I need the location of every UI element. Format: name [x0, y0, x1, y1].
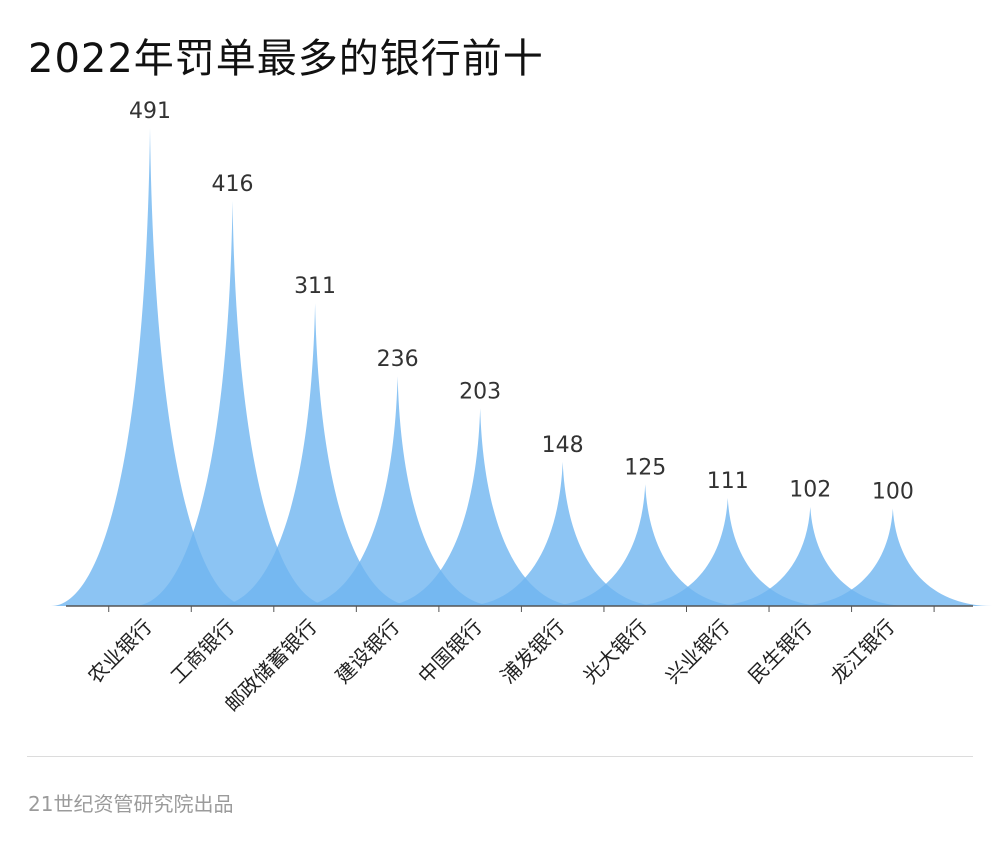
value-label: 100: [872, 480, 914, 505]
x-tick-label: 兴业银行: [661, 615, 735, 689]
value-label: 311: [294, 274, 336, 299]
peak-邮政储蓄银行: [216, 303, 415, 606]
x-tick-label: 浦发银行: [496, 615, 570, 689]
x-tick-label: 建设银行: [331, 615, 405, 689]
peak-浦发银行: [463, 461, 662, 606]
value-label: 416: [212, 172, 254, 197]
x-tick-label: 龙江银行: [826, 615, 900, 689]
x-tick-label: 中国银行: [413, 615, 487, 689]
value-labels: 491 416 311 236 203 148 125 111 102 100: [129, 99, 914, 505]
x-tick-label: 光大银行: [578, 615, 652, 689]
footer-credit: 21世纪资管研究院出品: [28, 792, 234, 816]
peak-chart: 491 416 311 236 203 148 125 111 102 100 农业银行 工商银行邮…: [50, 99, 992, 717]
value-label: 102: [789, 478, 831, 503]
peak-农业银行: [50, 128, 250, 606]
value-label: 125: [624, 455, 666, 480]
x-axis-ticks: [108, 606, 935, 612]
x-tick-label: 工商银行: [166, 615, 240, 689]
value-label: 236: [377, 347, 419, 372]
value-label: 148: [542, 433, 584, 458]
chart-title: 2022年罚单最多的银行前十: [28, 36, 544, 82]
x-tick-label: 农业银行: [83, 615, 157, 689]
peak-民生银行: [711, 506, 910, 606]
value-label: 203: [459, 379, 501, 404]
peak-龙江银行: [793, 508, 992, 606]
value-label: 491: [129, 99, 171, 124]
peak-中国银行: [381, 408, 580, 606]
peak-兴业银行: [628, 497, 827, 606]
peak-建设银行: [298, 376, 497, 606]
x-tick-label: 民生银行: [743, 615, 817, 689]
peaks-layer: [50, 128, 992, 606]
footer-divider: [27, 756, 973, 757]
value-label: 111: [707, 469, 749, 494]
peak-光大银行: [546, 484, 745, 606]
peak-工商银行: [133, 201, 332, 606]
